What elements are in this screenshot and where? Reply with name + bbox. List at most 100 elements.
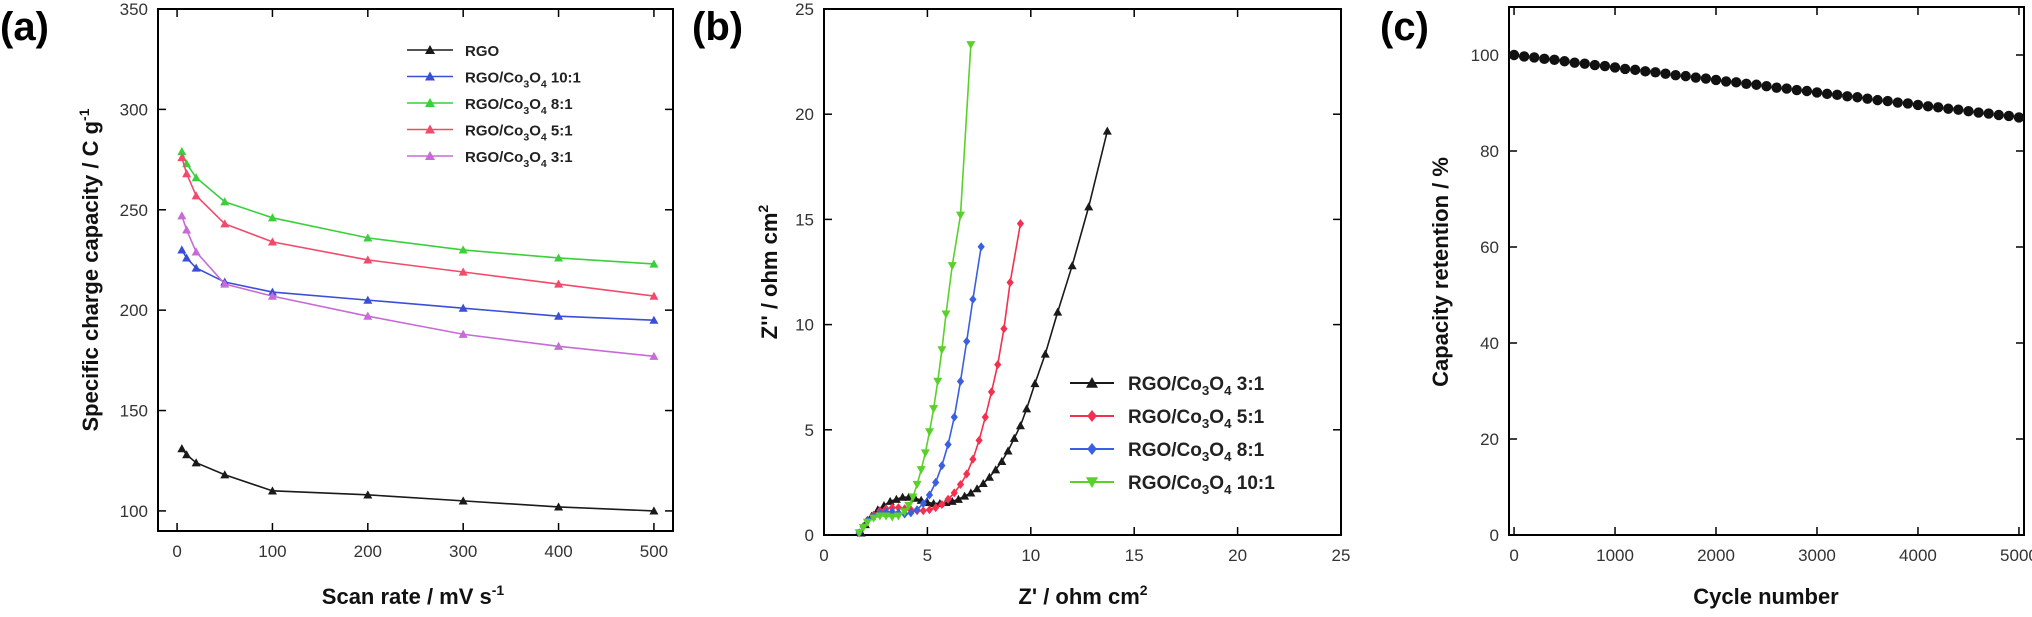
y-tick-label-c-3: 60 [1480, 238, 1499, 257]
series-line-a-3 [181, 157, 655, 297]
point-c-0-39 [1902, 98, 1914, 109]
point-a-2-8 [649, 259, 659, 268]
point-b-1-16 [950, 488, 958, 498]
legend-label-b-3: RGO/Co3O4 10:1 [1128, 473, 1275, 497]
point-a-1-8 [649, 315, 659, 324]
point-b-2-19 [969, 294, 977, 304]
point-b-2-14 [938, 461, 946, 471]
point-c-0-23 [1741, 78, 1752, 90]
series-line-b-0 [860, 130, 1109, 534]
y-tick-label-a-3: 250 [120, 201, 148, 220]
point-b-1-17 [956, 480, 965, 490]
point-b-1-12 [925, 505, 934, 515]
point-c-0-7 [1579, 58, 1590, 69]
point-b-1-15 [944, 494, 952, 504]
point-c-0-2 [1529, 52, 1540, 63]
point-a-1-1 [182, 253, 192, 262]
point-b-0-21 [984, 472, 994, 481]
series-line-a-0 [181, 448, 654, 512]
point-b-1-22 [987, 387, 996, 397]
point-c-0-17 [1680, 70, 1691, 82]
point-b-0-22 [991, 465, 1001, 474]
point-c-0-48 [1993, 109, 2004, 121]
point-a-1-5 [363, 295, 373, 304]
point-a-2-4 [267, 213, 277, 222]
point-c-0-25 [1761, 81, 1772, 92]
y-tick-label-b-5: 25 [795, 0, 814, 19]
point-c-0-42 [1932, 102, 1944, 113]
point-b-0-5 [885, 496, 895, 505]
legend-marker-a-4 [425, 151, 435, 160]
point-c-0-46 [1973, 107, 1984, 118]
series-layer-b [854, 41, 1112, 538]
ticks-b: 0 5 10 15 20 25 0 5 10 15 20 25 [795, 0, 1350, 565]
legend-marker-a-1 [425, 71, 435, 81]
point-b-1-25 [1006, 278, 1014, 288]
point-c-0-26 [1771, 82, 1782, 93]
point-b-2-10 [913, 505, 921, 515]
y-tick-label-c-2: 40 [1480, 334, 1499, 353]
point-b-0-7 [898, 492, 908, 501]
point-a-4-0 [177, 211, 187, 220]
point-a-0-4 [267, 486, 277, 495]
series-b-3 [854, 41, 976, 538]
point-c-0-22 [1731, 77, 1742, 88]
point-a-3-0 [177, 153, 187, 162]
point-c-0-49 [2003, 110, 2015, 122]
point-c-0-15 [1660, 68, 1671, 79]
point-b-2-11 [919, 498, 927, 508]
point-b-3-13 [920, 449, 930, 458]
plot-frame-a [157, 8, 674, 532]
legend-label-a-0: RGO [465, 43, 500, 60]
x-axis-title-c: Cycle number [1693, 584, 1839, 609]
point-a-3-5 [363, 255, 373, 264]
series-line-a-1 [181, 249, 654, 321]
point-b-3-4 [875, 512, 885, 521]
point-a-4-5 [363, 311, 373, 320]
point-b-1-7 [894, 503, 903, 513]
series-a-0 [177, 444, 659, 515]
point-a-0-2 [191, 458, 201, 467]
point-b-3-3 [869, 514, 879, 523]
point-c-0-12 [1630, 64, 1641, 76]
point-c-0-8 [1589, 59, 1601, 71]
point-c-0-30 [1811, 87, 1823, 98]
x-tick-label-b-4: 20 [1228, 546, 1247, 565]
point-b-1-13 [932, 503, 940, 513]
point-c-0-19 [1700, 73, 1712, 84]
point-b-0-24 [1003, 446, 1013, 455]
panel-label-a: (a) [0, 5, 49, 49]
point-b-3-15 [929, 405, 939, 414]
point-a-1-2 [191, 263, 201, 272]
point-c-0-11 [1619, 63, 1631, 75]
point-b-0-30 [1053, 307, 1063, 316]
point-c-0-3 [1539, 53, 1550, 65]
point-c-0-9 [1599, 60, 1611, 72]
point-a-1-7 [554, 311, 564, 320]
point-c-0-27 [1781, 83, 1792, 94]
point-c-0-20 [1710, 74, 1722, 86]
point-b-3-8 [900, 508, 910, 517]
series-a-3 [177, 153, 659, 300]
point-b-0-20 [978, 478, 988, 488]
x-tick-label-a-4: 400 [544, 542, 572, 561]
point-c-0-21 [1720, 76, 1732, 87]
point-b-3-12 [916, 466, 926, 475]
ticks-a: 0 100 200 300 400 500 100 150 200 250 300 350 [120, 0, 673, 561]
series-a-2 [177, 147, 659, 268]
point-b-2-18 [963, 336, 971, 346]
legend-label-a-2: RGO/Co3O4 8:1 [465, 96, 573, 117]
x-tick-label-a-1: 100 [258, 542, 286, 561]
point-a-1-0 [177, 245, 187, 254]
point-b-1-11 [919, 506, 927, 516]
point-b-2-12 [925, 490, 934, 500]
point-a-2-6 [458, 245, 468, 254]
point-b-1-23 [994, 360, 1002, 370]
x-tick-label-b-3: 15 [1125, 546, 1144, 565]
x-tick-label-b-0: 0 [819, 546, 828, 565]
point-b-0-25 [1009, 433, 1019, 442]
point-b-3-19 [947, 262, 957, 271]
point-a-3-8 [649, 291, 659, 300]
